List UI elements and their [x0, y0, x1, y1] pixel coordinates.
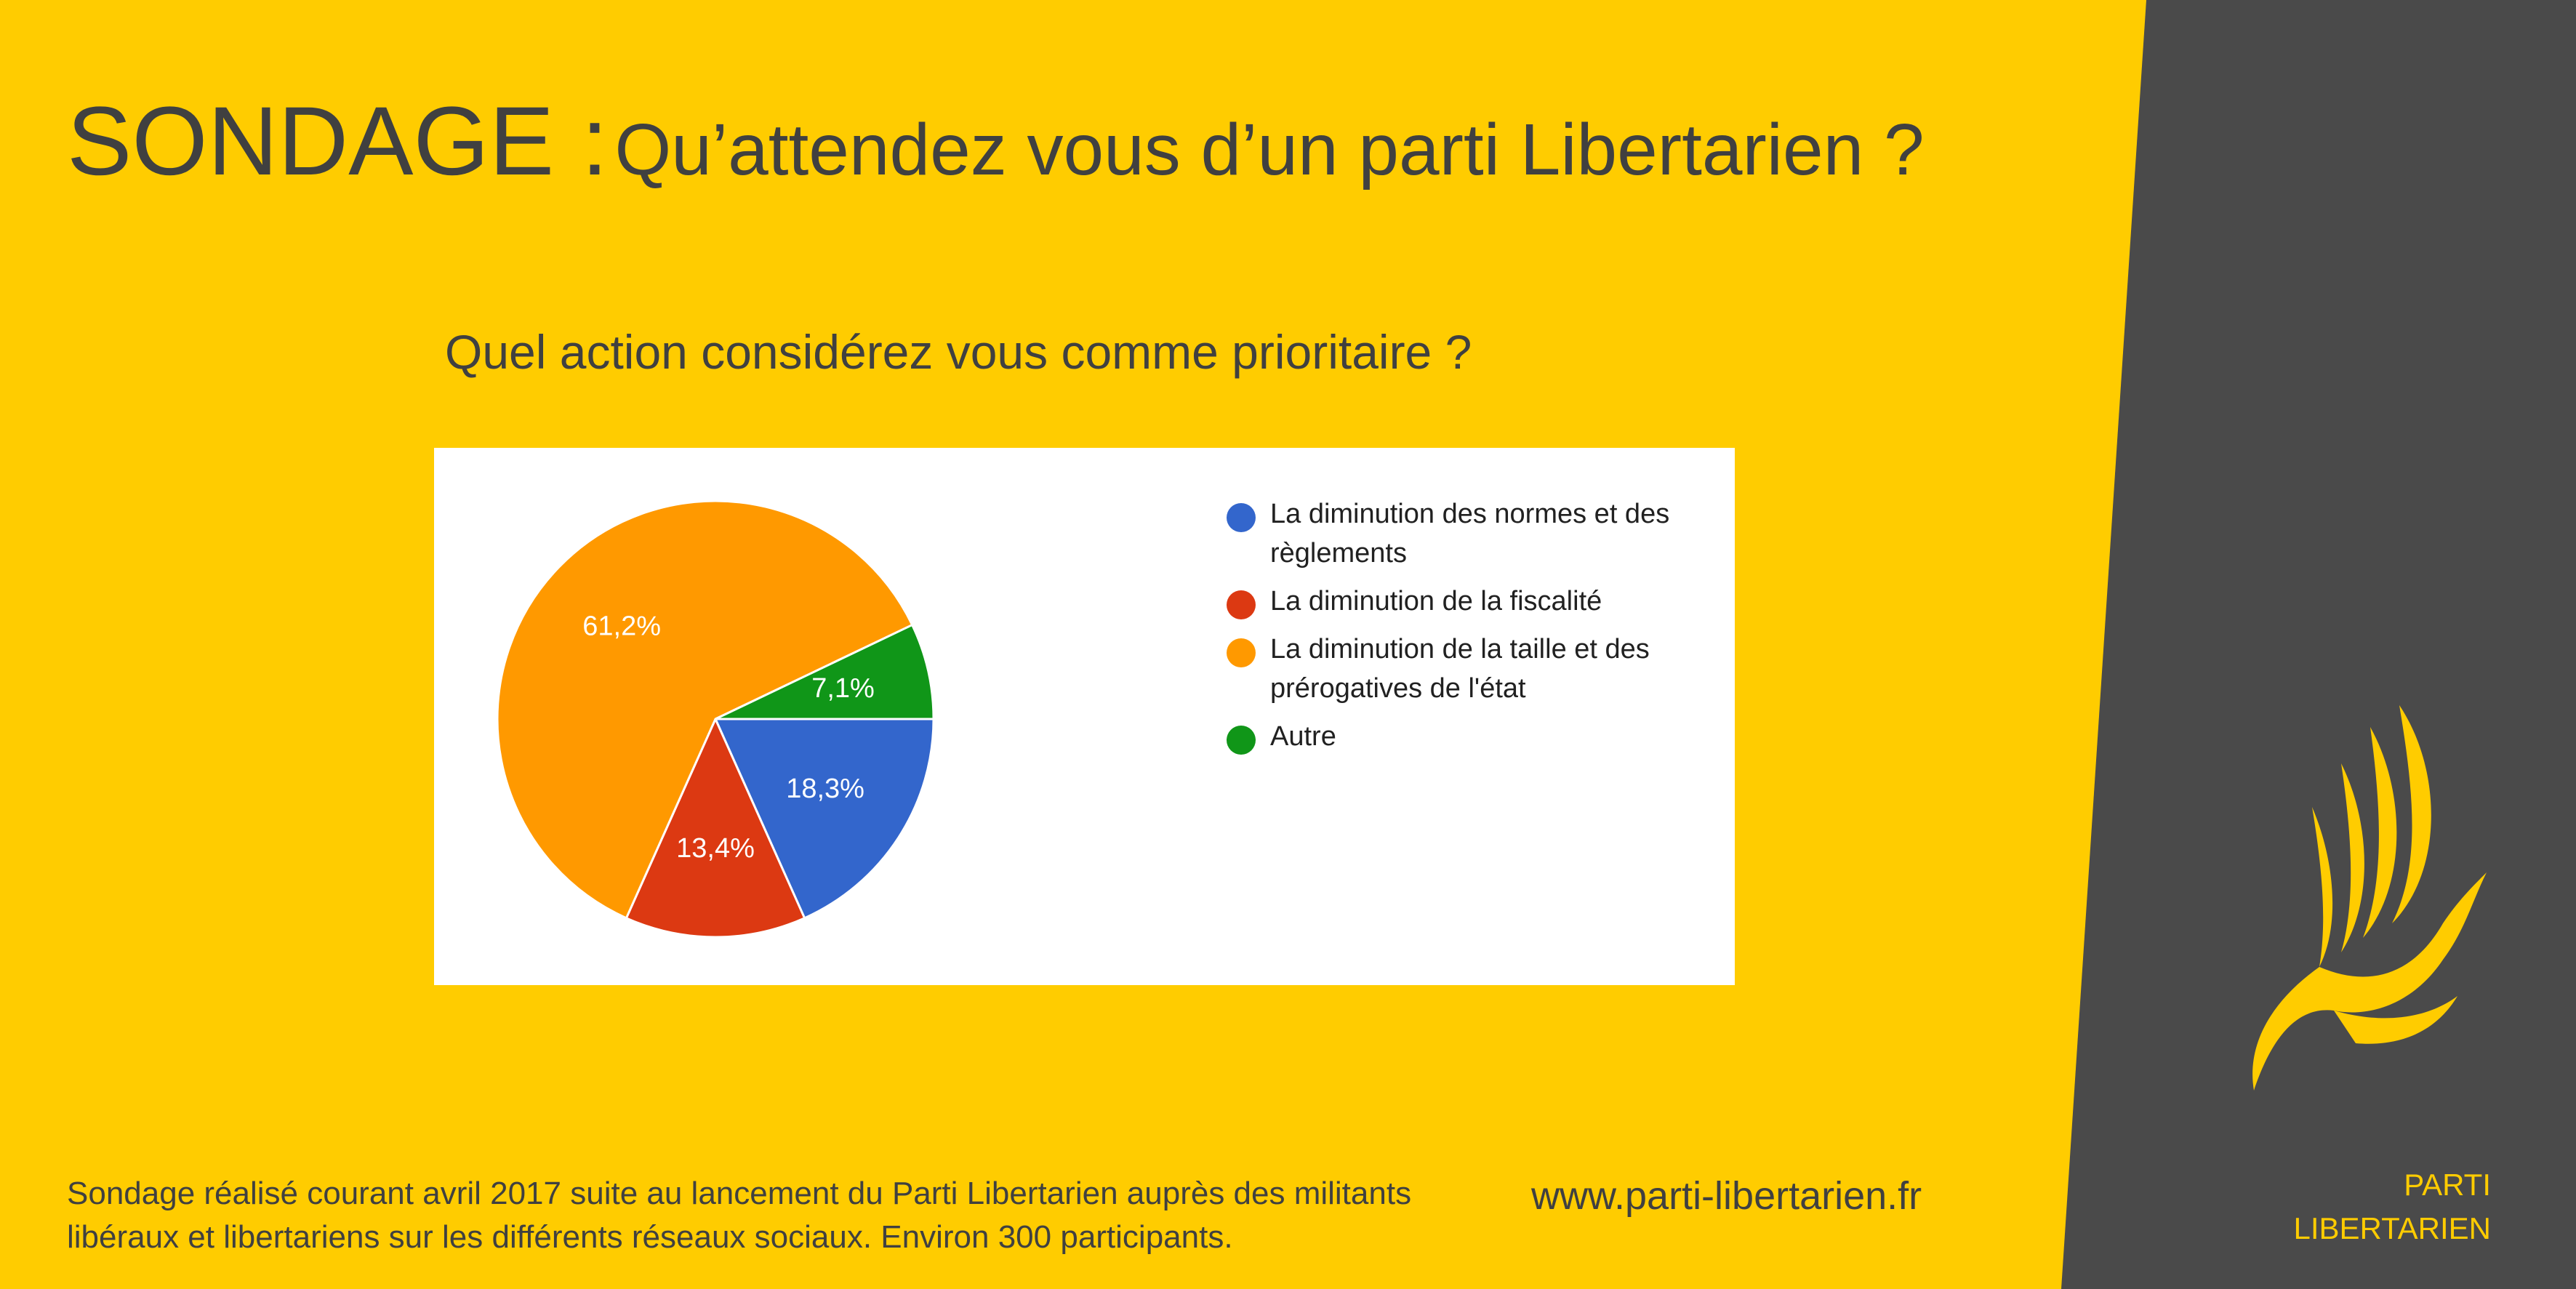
brand-line-2: LIBERTARIEN: [2293, 1211, 2491, 1245]
eagle-logo-icon: [2252, 705, 2487, 1091]
brand-name: PARTI LIBERTARIEN: [2196, 1163, 2491, 1250]
legend-dot: [1227, 638, 1256, 667]
pie-chart: 18,3% 13,4% 61,2% 7,1%: [496, 499, 935, 939]
legend-item: La diminution de la taille et des prérog…: [1227, 630, 1721, 708]
brand-line-1: PARTI: [2404, 1168, 2491, 1202]
slice-label: 7,1%: [811, 673, 875, 704]
pie-slice: [625, 716, 806, 939]
legend-dot: [1227, 726, 1256, 755]
title-sub: Qu’attendez vous d’un parti Libertarien …: [614, 109, 1925, 190]
pie-slice: [715, 623, 935, 720]
pie-slice: [713, 718, 935, 920]
chart-question: Quel action considérez vous comme priori…: [445, 325, 1472, 379]
legend-label: La diminution de la taille et des prérog…: [1270, 634, 1650, 704]
pie-slice: [496, 499, 914, 920]
slice-label: 13,4%: [676, 833, 755, 864]
legend-item: La diminution des normes et des règlemen…: [1227, 494, 1721, 573]
footnote-line: libéraux et libertariens sur les différe…: [67, 1219, 1233, 1255]
title-main: SONDAGE :: [67, 87, 609, 196]
legend-label: Autre: [1270, 721, 1336, 752]
legend-item: Autre: [1227, 717, 1721, 756]
legend-item: La diminution de la fiscalité: [1227, 582, 1721, 621]
page-title: SONDAGE : Qu’attendez vous d’un parti Li…: [67, 86, 1925, 197]
website-link[interactable]: www.parti-libertarien.fr: [1531, 1174, 1922, 1218]
legend-label: La diminution des normes et des règlemen…: [1270, 499, 1670, 569]
chart-card: 18,3% 13,4% 61,2% 7,1% La diminution des no…: [434, 448, 1735, 985]
slice-label: 18,3%: [786, 774, 864, 804]
footnote-line: Sondage réalisé courant avril 2017 suite…: [67, 1176, 1412, 1211]
slice-label: 61,2%: [582, 611, 661, 641]
legend-dot: [1227, 590, 1256, 619]
chart-legend: La diminution des normes et des règlemen…: [1227, 494, 1721, 765]
legend-label: La diminution de la fiscalité: [1270, 586, 1602, 617]
survey-footnote: Sondage réalisé courant avril 2017 suite…: [67, 1172, 1492, 1259]
legend-dot: [1227, 503, 1256, 532]
